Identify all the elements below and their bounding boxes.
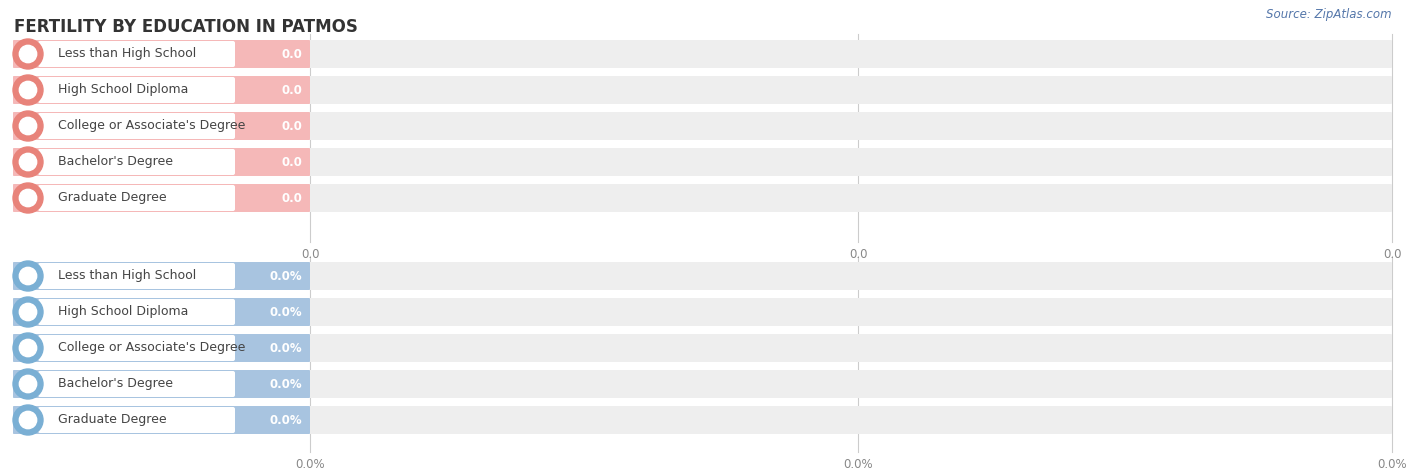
Text: Source: ZipAtlas.com: Source: ZipAtlas.com [1267, 8, 1392, 21]
FancyBboxPatch shape [38, 371, 235, 397]
Circle shape [13, 405, 44, 435]
FancyBboxPatch shape [13, 184, 309, 212]
Text: College or Associate's Degree: College or Associate's Degree [58, 119, 246, 132]
FancyBboxPatch shape [13, 262, 1392, 290]
FancyBboxPatch shape [13, 76, 309, 104]
FancyBboxPatch shape [13, 370, 309, 398]
FancyBboxPatch shape [13, 184, 1392, 212]
Circle shape [20, 375, 37, 393]
Circle shape [20, 153, 37, 171]
Text: 0.0: 0.0 [281, 48, 302, 60]
FancyBboxPatch shape [13, 298, 309, 326]
FancyBboxPatch shape [13, 370, 1392, 398]
Text: College or Associate's Degree: College or Associate's Degree [58, 341, 246, 355]
FancyBboxPatch shape [38, 185, 235, 211]
Circle shape [20, 411, 37, 429]
FancyBboxPatch shape [13, 40, 309, 68]
Circle shape [13, 183, 44, 213]
FancyBboxPatch shape [38, 263, 235, 289]
FancyBboxPatch shape [38, 113, 235, 139]
Circle shape [13, 369, 44, 399]
FancyBboxPatch shape [38, 335, 235, 361]
FancyBboxPatch shape [13, 148, 309, 176]
Text: 0.0%: 0.0% [270, 414, 302, 426]
Text: FERTILITY BY EDUCATION IN PATMOS: FERTILITY BY EDUCATION IN PATMOS [14, 18, 359, 36]
FancyBboxPatch shape [13, 406, 309, 434]
Text: 0.0: 0.0 [281, 191, 302, 205]
Text: Bachelor's Degree: Bachelor's Degree [58, 377, 173, 390]
Text: Graduate Degree: Graduate Degree [58, 191, 167, 205]
FancyBboxPatch shape [13, 112, 309, 140]
FancyBboxPatch shape [13, 334, 1392, 362]
Text: 0.0: 0.0 [281, 83, 302, 97]
Text: 0.0%: 0.0% [270, 341, 302, 355]
Circle shape [13, 261, 44, 291]
Text: Graduate Degree: Graduate Degree [58, 414, 167, 426]
Text: 0.0: 0.0 [281, 156, 302, 169]
FancyBboxPatch shape [13, 406, 1392, 434]
Circle shape [20, 339, 37, 357]
FancyBboxPatch shape [13, 148, 1392, 176]
Circle shape [13, 39, 44, 69]
Text: 0.0%: 0.0% [270, 269, 302, 282]
Text: Less than High School: Less than High School [58, 48, 197, 60]
FancyBboxPatch shape [38, 407, 235, 433]
FancyBboxPatch shape [38, 149, 235, 175]
FancyBboxPatch shape [13, 40, 1392, 68]
Text: 0.0%: 0.0% [1378, 458, 1406, 471]
Text: Bachelor's Degree: Bachelor's Degree [58, 156, 173, 169]
Circle shape [13, 111, 44, 141]
FancyBboxPatch shape [38, 41, 235, 67]
Circle shape [20, 268, 37, 285]
Circle shape [13, 333, 44, 363]
FancyBboxPatch shape [13, 262, 309, 290]
FancyBboxPatch shape [13, 334, 309, 362]
Circle shape [20, 45, 37, 63]
Text: 0.0%: 0.0% [270, 377, 302, 390]
Text: 0.0: 0.0 [1382, 248, 1402, 261]
Text: 0.0%: 0.0% [270, 306, 302, 318]
Text: 0.0%: 0.0% [844, 458, 873, 471]
Circle shape [13, 75, 44, 105]
FancyBboxPatch shape [13, 112, 1392, 140]
FancyBboxPatch shape [38, 299, 235, 325]
FancyBboxPatch shape [13, 298, 1392, 326]
FancyBboxPatch shape [13, 76, 1392, 104]
Circle shape [20, 189, 37, 207]
Circle shape [20, 303, 37, 321]
FancyBboxPatch shape [38, 77, 235, 103]
Circle shape [20, 117, 37, 135]
Text: High School Diploma: High School Diploma [58, 83, 188, 97]
Text: Less than High School: Less than High School [58, 269, 197, 282]
Text: 0.0%: 0.0% [295, 458, 325, 471]
Circle shape [13, 147, 44, 177]
Text: 0.0: 0.0 [849, 248, 868, 261]
Text: 0.0: 0.0 [281, 119, 302, 132]
Text: High School Diploma: High School Diploma [58, 306, 188, 318]
Circle shape [20, 81, 37, 99]
Text: 0.0: 0.0 [301, 248, 319, 261]
Circle shape [13, 297, 44, 327]
